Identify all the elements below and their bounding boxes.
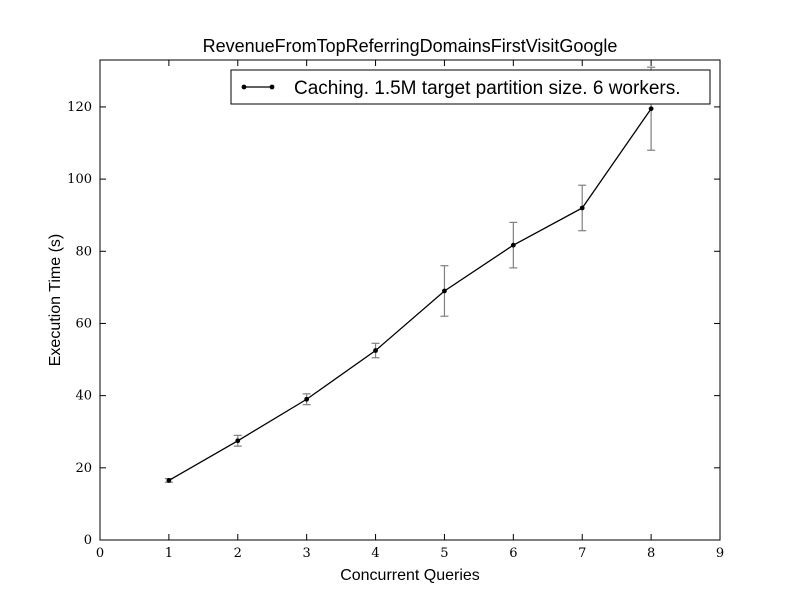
plot-frame: [99, 59, 721, 541]
data-point: [579, 205, 585, 211]
x-tick-label: 6: [509, 546, 517, 561]
legend-label: Caching. 1.5M target partition size. 6 w…: [294, 78, 681, 99]
y-axis-label: Execution Time (s): [47, 234, 64, 366]
y-tick-label: 40: [75, 389, 92, 404]
legend-marker: [269, 84, 275, 90]
x-axis-label: Concurrent Queries: [340, 567, 480, 584]
y-tick-label: 100: [67, 172, 92, 187]
x-tick-label: 9: [716, 546, 724, 561]
x-tick-label: 4: [371, 546, 379, 561]
legend: Caching. 1.5M target partition size. 6 w…: [230, 69, 711, 105]
data-point: [304, 396, 310, 402]
y-tick-label: 60: [75, 316, 92, 331]
x-tick-label: 7: [578, 546, 586, 561]
plot-area: 0 1 2 3 4 5 6 7 8 9 0 20 40 60 80 100 120: [67, 59, 724, 561]
x-tick-label: 5: [440, 546, 448, 561]
data-point: [373, 348, 378, 353]
data-point: [510, 242, 516, 248]
legend-marker: [241, 84, 247, 90]
x-tick-label: 0: [96, 546, 104, 561]
x-tick-label: 2: [234, 546, 242, 561]
x-tick-label: 1: [165, 546, 173, 561]
y-tick-label: 0: [84, 533, 92, 548]
data-point: [442, 288, 447, 294]
data-point: [648, 106, 654, 112]
x-tick-label: 8: [647, 546, 655, 561]
y-tick-label: 80: [75, 244, 92, 259]
series-line: [168, 108, 652, 482]
data-point: [166, 478, 172, 483]
y-tick-label: 120: [67, 100, 92, 115]
legend-box: [230, 69, 711, 105]
y-tick-label: 20: [75, 461, 92, 476]
x-tick-label: 3: [303, 546, 311, 561]
chart-title: RevenueFromTopReferringDomainsFirstVisit…: [203, 36, 618, 56]
data-point: [235, 438, 241, 444]
